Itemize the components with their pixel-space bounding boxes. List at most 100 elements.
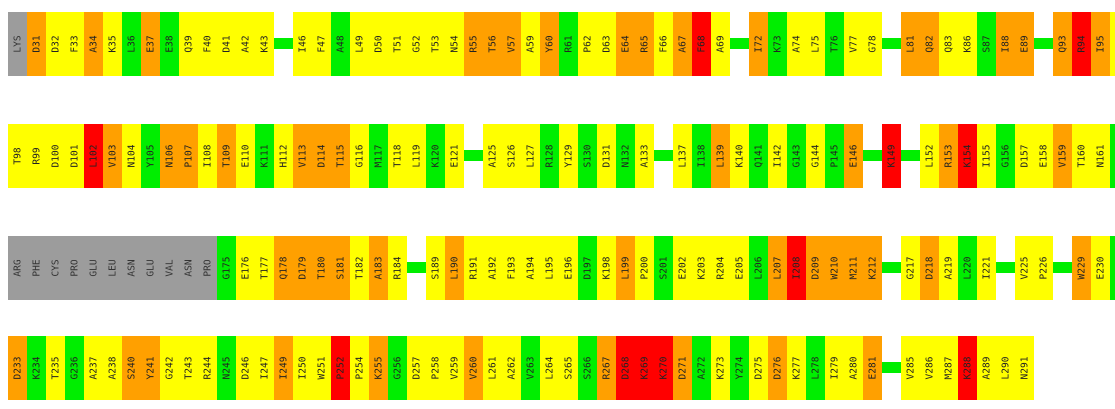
- residue-label: LYS: [11, 35, 23, 53]
- residue-cell: D246: [236, 336, 255, 400]
- residue-cell: L119: [407, 124, 426, 188]
- residue-label: K35: [106, 35, 118, 53]
- residue-label: N54: [448, 35, 460, 53]
- residue-label: L261: [486, 356, 498, 380]
- residue-label: M211: [847, 256, 859, 280]
- residue-cell: T98: [8, 124, 27, 188]
- residue-cell: A237: [84, 336, 103, 400]
- residue-label: A272: [695, 356, 707, 380]
- residue-cell: I95: [1091, 12, 1110, 76]
- residue-label: F193: [505, 256, 517, 280]
- residue-label: D197: [581, 256, 593, 280]
- residue-cell: P252: [331, 336, 350, 400]
- residue-cell: P107: [179, 124, 198, 188]
- residue-cell: L290: [996, 336, 1015, 400]
- residue-cell: K234: [27, 336, 46, 400]
- residue-cell: S240: [122, 336, 141, 400]
- residue-label: E146: [847, 144, 859, 168]
- residue-label: P200: [638, 256, 650, 280]
- residue-cell: E37: [141, 12, 160, 76]
- residue-label: I95: [1094, 35, 1106, 53]
- gap-connector: [863, 150, 882, 161]
- residue-label: V259: [448, 356, 460, 380]
- residue-label: T182: [353, 256, 365, 280]
- residue-cell: R94: [1072, 12, 1091, 76]
- residue-cell: T177: [255, 236, 274, 300]
- residue-label: LEU: [106, 259, 118, 277]
- gap-connector: [1053, 262, 1072, 273]
- residue-cell: R204: [711, 236, 730, 300]
- residue-cell: T76: [825, 12, 844, 76]
- residue-cell: V113: [293, 124, 312, 188]
- residue-label: T76: [828, 35, 840, 53]
- residue-label: N161: [1094, 144, 1106, 168]
- residue-cell: PRO: [65, 236, 84, 300]
- residue-cell: A272: [692, 336, 711, 400]
- gap-connector: [901, 150, 920, 161]
- residue-label: L199: [619, 256, 631, 280]
- residue-label: S181: [334, 256, 346, 280]
- residue-label: ASN: [182, 259, 194, 277]
- residue-label: E230: [1094, 256, 1106, 280]
- residue-cell: E230: [1091, 236, 1110, 300]
- residue-label: A67: [676, 35, 688, 53]
- residue-label: W229: [1075, 256, 1087, 280]
- residue-label: E121: [448, 144, 460, 168]
- residue-label: K120: [429, 144, 441, 168]
- residue-label: D157: [1018, 144, 1030, 168]
- residue-cell: L261: [483, 336, 502, 400]
- residue-cell: L206: [749, 236, 768, 300]
- residue-label: F40: [201, 35, 213, 53]
- residue-cell: V103: [103, 124, 122, 188]
- residue-label: D275: [752, 356, 764, 380]
- residue-cell: G52: [407, 12, 426, 76]
- residue-cell: I88: [996, 12, 1015, 76]
- residue-cell: L127: [521, 124, 540, 188]
- residue-label: W251: [315, 356, 327, 380]
- residue-cell: D197: [578, 236, 597, 300]
- residue-cell: K212: [863, 236, 882, 300]
- residue-label: PRO: [68, 259, 80, 277]
- residue-label: T180: [315, 256, 327, 280]
- residue-cell: G144: [806, 124, 825, 188]
- residue-label: I250: [296, 356, 308, 380]
- residue-cell: A219: [939, 236, 958, 300]
- residue-cell: A280: [844, 336, 863, 400]
- residue-cell: G156: [996, 124, 1015, 188]
- residue-label: I108: [201, 144, 213, 168]
- residue-label: P145: [828, 144, 840, 168]
- residue-cell: K111: [255, 124, 274, 188]
- residue-label: D209: [809, 256, 821, 280]
- residue-cell: D32: [46, 12, 65, 76]
- residue-label: A238: [106, 356, 118, 380]
- residue-cell: P258: [426, 336, 445, 400]
- residue-cell: Y241: [141, 336, 160, 400]
- residue-cell: ARG: [8, 236, 27, 300]
- residue-label: G52: [410, 35, 422, 53]
- residue-cell: Q141: [749, 124, 768, 188]
- residue-label: K86: [961, 35, 973, 53]
- residue-cell: K270: [654, 336, 673, 400]
- residue-cell: R244: [198, 336, 217, 400]
- residue-cell: I250: [293, 336, 312, 400]
- residue-cell: S130: [578, 124, 597, 188]
- residue-cell: G236: [65, 336, 84, 400]
- residue-label: I249: [277, 356, 289, 380]
- residue-cell: W210: [825, 236, 844, 300]
- residue-cell: T182: [350, 236, 369, 300]
- residue-cell: H112: [274, 124, 293, 188]
- residue-label: A125: [486, 144, 498, 168]
- residue-label: A74: [790, 35, 802, 53]
- residue-cell: D41: [217, 12, 236, 76]
- residue-label: F33: [68, 35, 80, 53]
- residue-label: G143: [790, 144, 802, 168]
- residue-cell: P145: [825, 124, 844, 188]
- residue-cell: E202: [673, 236, 692, 300]
- residue-cell: V263: [521, 336, 540, 400]
- residue-label: E281: [866, 356, 878, 380]
- residue-label: D246: [239, 356, 251, 380]
- residue-cell: L220: [958, 236, 977, 300]
- residue-cell: R128: [540, 124, 559, 188]
- residue-label: R267: [600, 356, 612, 380]
- residue-label: R99: [30, 147, 42, 165]
